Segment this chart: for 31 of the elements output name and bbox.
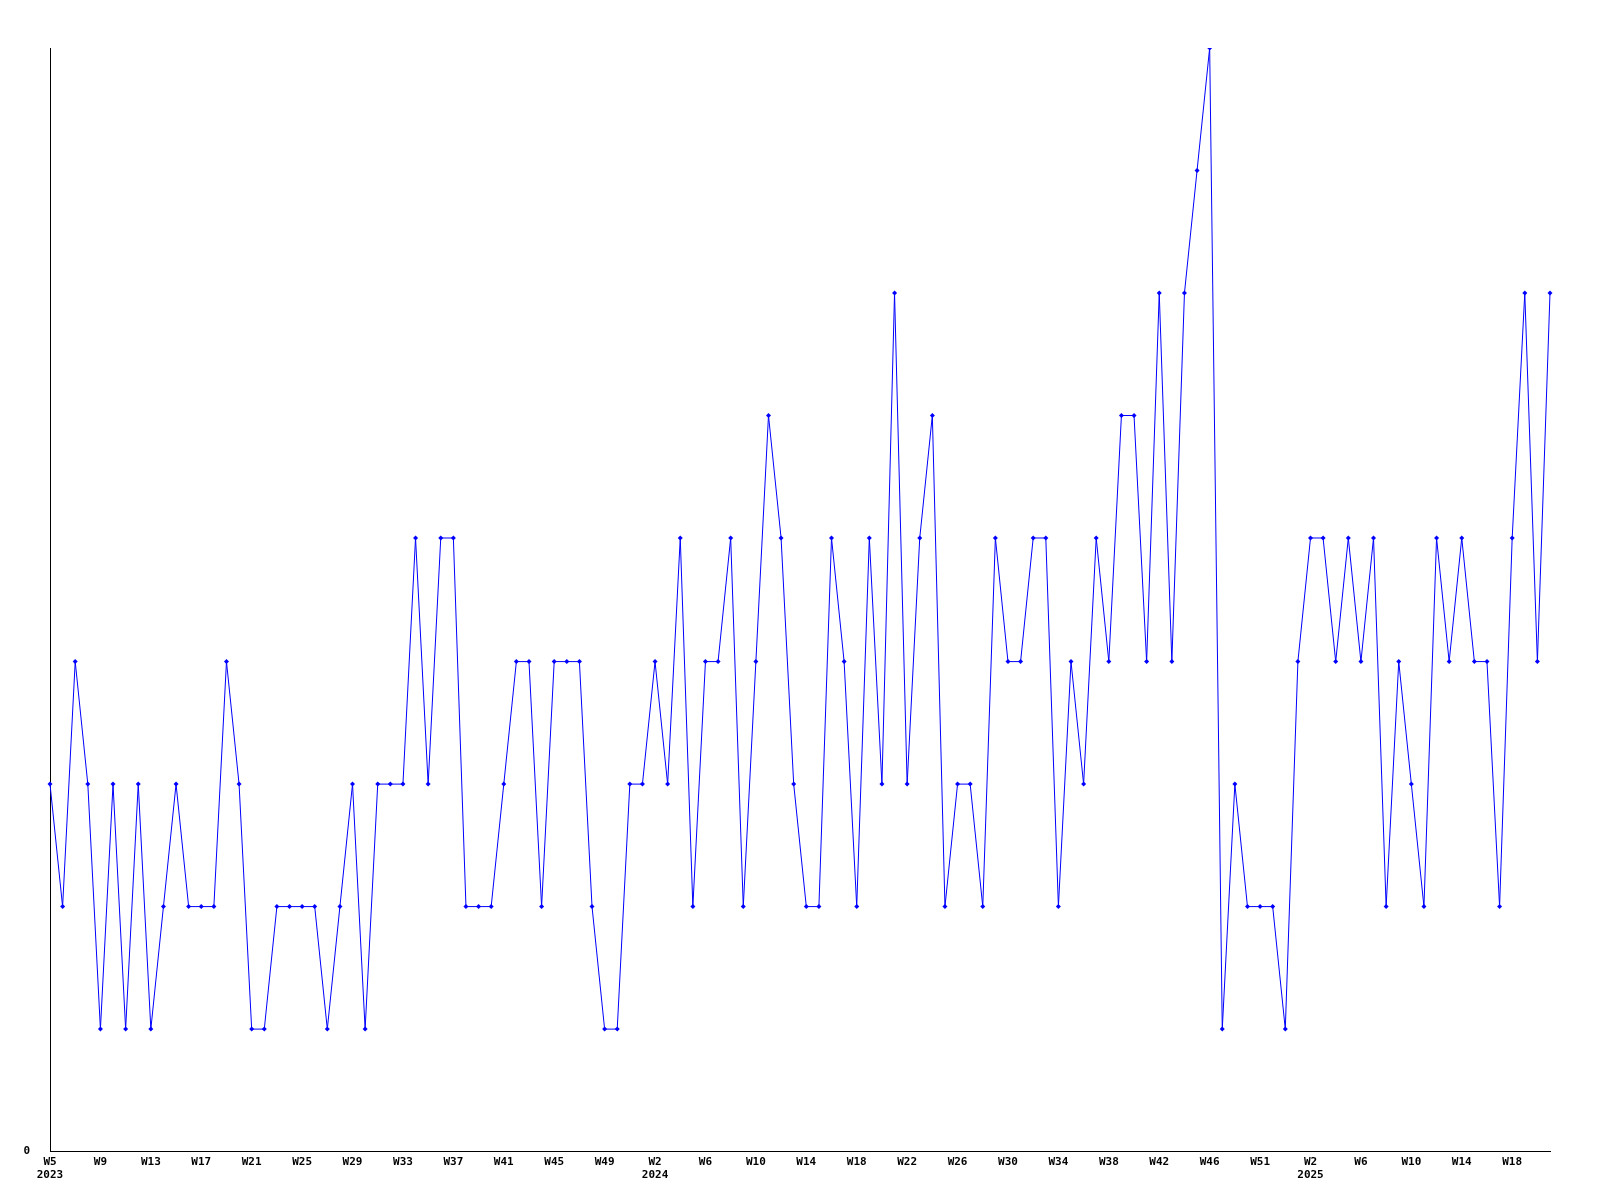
x-tick-label: W34 <box>1048 1155 1069 1169</box>
x-tick-label: W42 <box>1149 1155 1170 1169</box>
x-tick-label: W2 2024 <box>641 1155 669 1182</box>
x-tick-label: W18 <box>1502 1155 1523 1169</box>
x-tick-label: W14 <box>1451 1155 1473 1169</box>
x-tick-label: W17 <box>191 1155 212 1169</box>
x-tick-label: W51 <box>1250 1155 1271 1169</box>
x-tick-label: W2 2025 <box>1297 1155 1324 1182</box>
x-tick-label: W46 <box>1199 1155 1220 1169</box>
x-tick-label: W37 <box>443 1155 464 1169</box>
x-tick-label: W10 <box>745 1155 766 1169</box>
x-tick-label: W29 <box>342 1155 363 1169</box>
x-tick-label: W30 <box>998 1155 1018 1169</box>
x-tick-label: W26 <box>947 1155 968 1169</box>
x-tick-label: W10 <box>1401 1155 1422 1169</box>
x-tick-label: W13 <box>140 1155 161 1169</box>
x-tick-label: W21 <box>241 1155 262 1169</box>
text: 0 <box>23 1144 30 1158</box>
x-tick-label: W25 <box>292 1155 313 1169</box>
x-tick-label: W18 <box>846 1155 867 1169</box>
x-tick-label: W49 <box>594 1155 615 1169</box>
x-tick-label: W33 <box>393 1155 413 1169</box>
x-tick-label: W6 <box>1354 1155 1368 1169</box>
x-tick-label: W14 <box>796 1155 817 1169</box>
x-tick-label: W45 <box>544 1155 565 1169</box>
x-tick-label: W38 <box>1098 1155 1119 1169</box>
x-tick-label: W41 <box>493 1155 515 1169</box>
x-tick-label: W6 <box>698 1155 713 1169</box>
x-tick-label: W9 <box>93 1155 108 1169</box>
x-tick-label: W5 2023 <box>36 1155 64 1182</box>
x-tick-label: W22 <box>897 1155 918 1169</box>
